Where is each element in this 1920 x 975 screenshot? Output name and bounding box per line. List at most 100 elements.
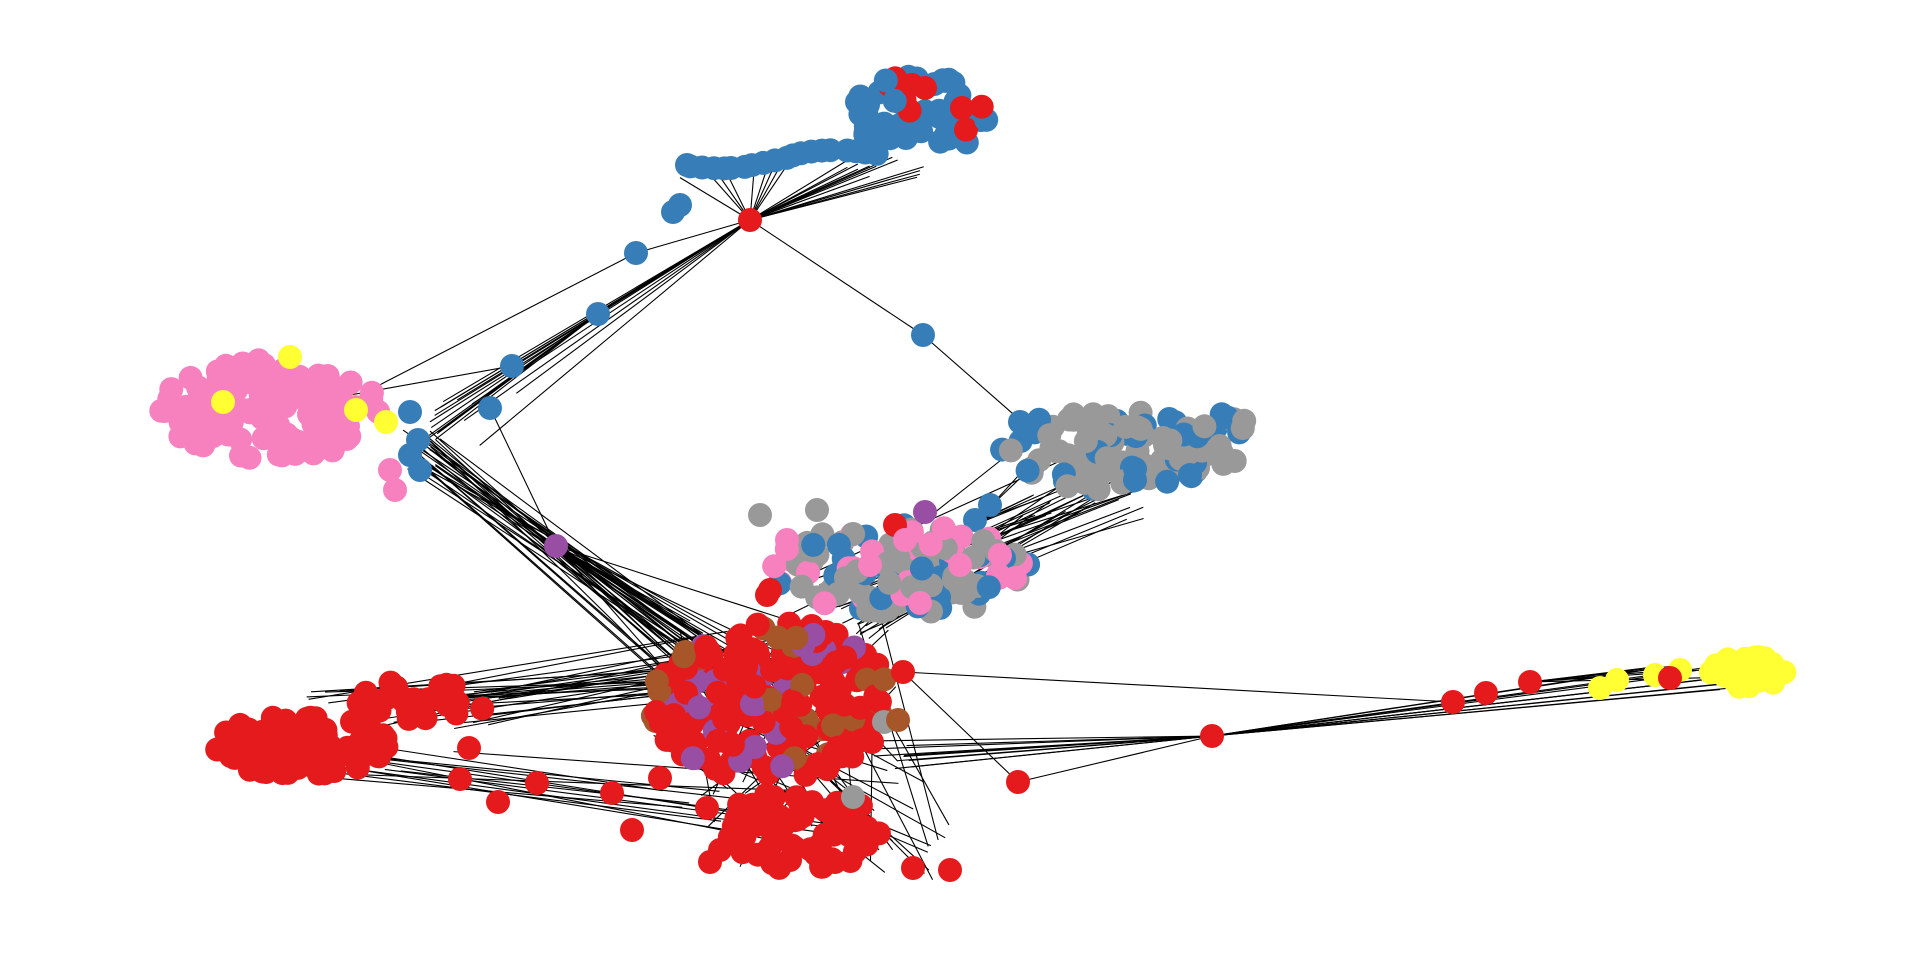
node-pink bbox=[918, 532, 943, 557]
node-red bbox=[673, 720, 698, 745]
node-redR3 bbox=[1518, 670, 1542, 694]
node-red bbox=[525, 771, 549, 795]
node-pink bbox=[152, 399, 177, 424]
node-blue bbox=[408, 458, 432, 482]
node-red bbox=[969, 94, 994, 119]
node-red bbox=[374, 734, 399, 759]
node-yellow bbox=[211, 390, 235, 414]
graph-edge bbox=[896, 735, 1213, 762]
node-blue bbox=[873, 68, 898, 93]
node-pink bbox=[337, 424, 362, 449]
node-pink bbox=[908, 591, 932, 615]
node-red bbox=[644, 699, 669, 724]
node-gray bbox=[841, 785, 865, 809]
node-red bbox=[745, 842, 770, 867]
node-pink bbox=[931, 516, 956, 541]
node-blue bbox=[1123, 468, 1147, 492]
node-pink bbox=[303, 419, 328, 444]
node-blue bbox=[661, 200, 685, 224]
node-pink bbox=[359, 380, 384, 405]
graph-edge bbox=[749, 176, 918, 221]
node-red bbox=[316, 751, 341, 776]
node-gray bbox=[1094, 446, 1119, 471]
node-blueMid bbox=[911, 323, 935, 347]
node-red bbox=[825, 735, 850, 760]
node-yellow bbox=[1698, 660, 1723, 685]
graph-edge bbox=[749, 156, 893, 221]
node-red bbox=[662, 703, 686, 728]
node-gray bbox=[1055, 474, 1080, 499]
node-redLow2 bbox=[891, 660, 915, 684]
graph-edge bbox=[1211, 670, 1634, 737]
node-redLow1 bbox=[1006, 770, 1030, 794]
node-red bbox=[654, 727, 679, 752]
node-red bbox=[335, 735, 360, 760]
node-blue bbox=[818, 138, 843, 163]
node-red bbox=[742, 674, 767, 699]
node-gray bbox=[1192, 414, 1217, 439]
node-blue bbox=[878, 126, 903, 151]
node-gray bbox=[1222, 449, 1247, 473]
node-purpleHub bbox=[544, 534, 568, 558]
node-gray bbox=[1150, 426, 1175, 450]
node-purple bbox=[770, 754, 795, 779]
node-red bbox=[413, 706, 438, 731]
node-blue bbox=[1008, 410, 1032, 434]
node-gray bbox=[748, 503, 772, 527]
node-red bbox=[913, 76, 937, 100]
node-blue bbox=[864, 141, 889, 166]
graph-edge bbox=[410, 438, 680, 663]
node-pink bbox=[893, 528, 917, 552]
node-blue bbox=[882, 88, 907, 113]
node-red bbox=[267, 752, 292, 777]
graph-edge bbox=[1017, 735, 1213, 783]
node-gray bbox=[877, 570, 902, 595]
node-brown bbox=[784, 625, 809, 650]
node-blue4 bbox=[478, 396, 502, 420]
node-yellow bbox=[1605, 668, 1629, 692]
graph-edge bbox=[679, 177, 751, 221]
node-gray bbox=[1096, 404, 1121, 429]
node-blue bbox=[826, 532, 851, 557]
node-pink bbox=[251, 426, 276, 451]
node-redLeft2 bbox=[448, 767, 472, 791]
graph-edge bbox=[489, 407, 557, 547]
node-gray bbox=[1207, 434, 1232, 458]
node-gray bbox=[1061, 402, 1086, 427]
node-pink bbox=[243, 372, 268, 397]
node-yellow bbox=[344, 398, 368, 422]
node-blue bbox=[941, 70, 966, 95]
node-pink bbox=[206, 366, 231, 391]
graph-edge bbox=[555, 545, 796, 624]
graph-edge bbox=[555, 545, 704, 634]
node-pink bbox=[858, 553, 882, 577]
node-red bbox=[950, 96, 974, 120]
graph-edge bbox=[555, 545, 691, 622]
node-brown bbox=[886, 708, 910, 732]
graph-edge bbox=[902, 671, 1019, 783]
node-red bbox=[421, 686, 446, 711]
graph-edge bbox=[749, 159, 898, 221]
node-red bbox=[954, 117, 978, 142]
node-blue3 bbox=[500, 354, 524, 378]
node-red bbox=[808, 833, 832, 857]
graph-edge bbox=[417, 453, 673, 678]
node-blue bbox=[978, 493, 1002, 517]
node-pink bbox=[159, 377, 184, 402]
node-red bbox=[712, 657, 737, 682]
node-yellow bbox=[1745, 651, 1770, 675]
node-blue2 bbox=[586, 302, 610, 326]
node-brown bbox=[671, 644, 696, 669]
node-red bbox=[837, 813, 862, 837]
node-pink bbox=[273, 394, 298, 419]
graph-edge bbox=[1211, 680, 1747, 737]
node-gray bbox=[1113, 414, 1138, 439]
graph-edge bbox=[404, 449, 661, 677]
node-red bbox=[470, 696, 495, 721]
graph-edge bbox=[749, 166, 848, 221]
node-pink bbox=[284, 429, 309, 454]
node-red bbox=[761, 785, 786, 810]
node-red bbox=[775, 656, 800, 681]
node-pink bbox=[170, 412, 195, 437]
graph-edge bbox=[425, 464, 743, 649]
